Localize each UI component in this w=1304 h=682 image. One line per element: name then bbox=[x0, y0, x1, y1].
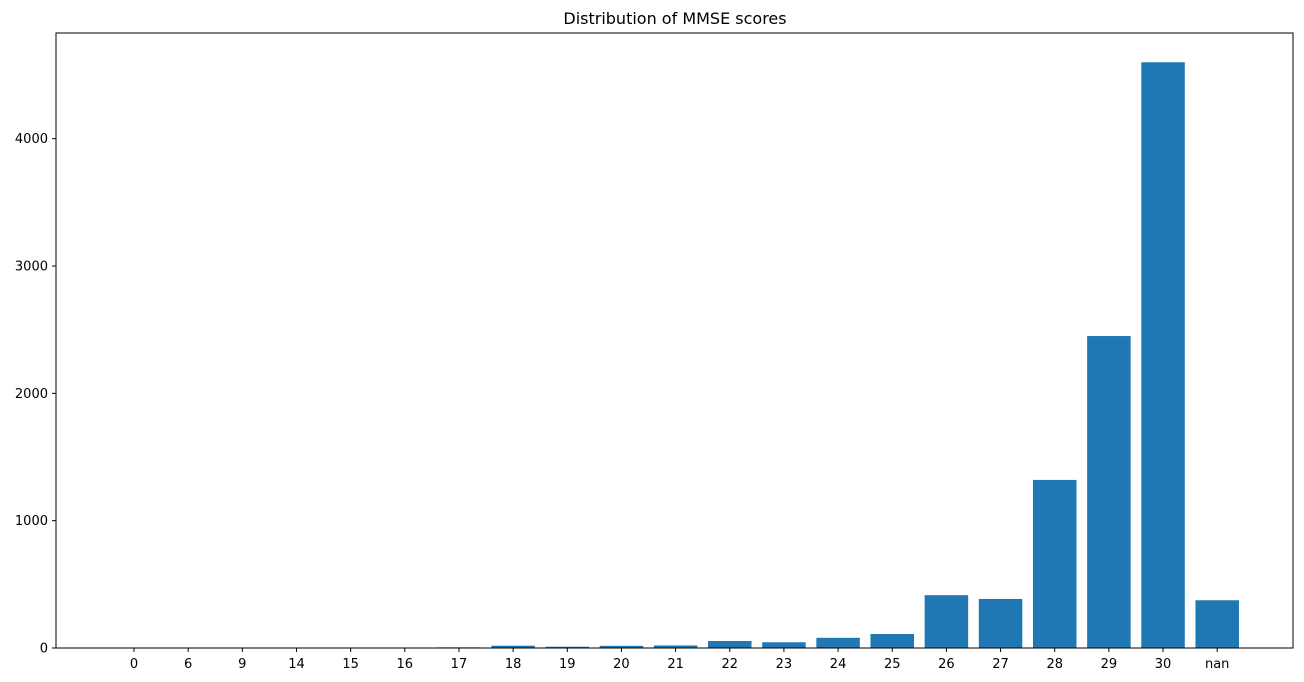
x-axis: 0 6 9 14 15 16 17 18 19 20 21 22 23 24 25 26 27 28 29 30 nan bbox=[130, 648, 1229, 672]
bar-20 bbox=[599, 645, 644, 648]
x-tick-label: 24 bbox=[830, 657, 847, 672]
x-tick-label: 0 bbox=[130, 657, 138, 672]
bar-27 bbox=[978, 598, 1023, 648]
y-tick-label: 1000 bbox=[15, 514, 48, 529]
x-tick-label: 23 bbox=[776, 657, 793, 672]
x-tick-label: 9 bbox=[238, 657, 246, 672]
x-tick-label: 16 bbox=[397, 657, 414, 672]
bar-29 bbox=[1087, 336, 1131, 648]
bar-23 bbox=[762, 642, 806, 648]
x-tick-label: 17 bbox=[451, 657, 468, 672]
x-tick-label: 28 bbox=[1046, 657, 1063, 672]
bar-18 bbox=[491, 645, 535, 648]
bars-group bbox=[112, 62, 1239, 649]
x-tick-label: 20 bbox=[613, 657, 630, 672]
x-tick-label: 6 bbox=[184, 657, 192, 672]
x-tick-label: 30 bbox=[1155, 657, 1172, 672]
x-tick-label: 14 bbox=[288, 657, 305, 672]
y-tick-label: 0 bbox=[40, 642, 48, 657]
y-tick-label: 4000 bbox=[15, 132, 48, 147]
bar-24 bbox=[816, 637, 860, 648]
x-tick-label: 26 bbox=[938, 657, 955, 672]
bar-26 bbox=[924, 595, 969, 648]
x-tick-label: 27 bbox=[992, 657, 1009, 672]
chart-title: Distribution of MMSE scores bbox=[563, 9, 786, 28]
bar-30 bbox=[1141, 62, 1185, 649]
y-tick-label: 3000 bbox=[15, 260, 48, 275]
y-tick-label: 2000 bbox=[15, 387, 48, 402]
bar-nan bbox=[1195, 600, 1239, 648]
x-tick-label: 21 bbox=[667, 657, 684, 672]
x-tick-label: 29 bbox=[1101, 657, 1118, 672]
x-tick-label: 15 bbox=[342, 657, 359, 672]
bar-21 bbox=[653, 645, 698, 648]
x-tick-label: nan bbox=[1205, 657, 1229, 672]
x-tick-label: 19 bbox=[559, 657, 576, 672]
bar-25 bbox=[870, 633, 914, 648]
x-tick-label: 22 bbox=[721, 657, 738, 672]
bar-28 bbox=[1032, 479, 1077, 648]
plot-frame bbox=[55, 32, 1294, 649]
bar-22 bbox=[708, 641, 752, 648]
bar-19 bbox=[545, 646, 590, 648]
x-tick-label: 18 bbox=[505, 657, 522, 672]
y-axis: 0 1000 2000 3000 4000 bbox=[15, 132, 56, 657]
x-tick-label: 25 bbox=[884, 657, 901, 672]
